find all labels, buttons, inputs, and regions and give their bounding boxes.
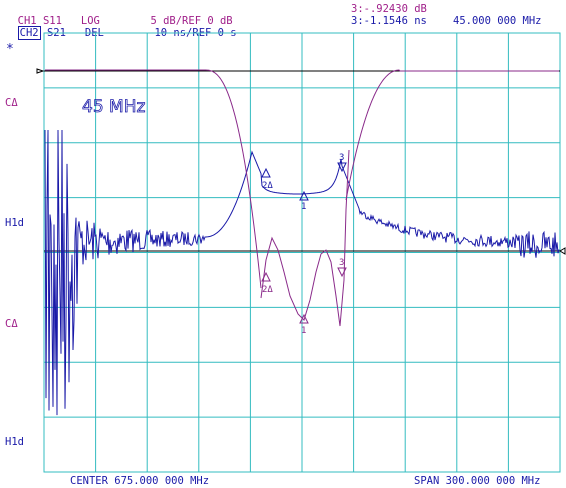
ch2-reference-arrow — [559, 247, 566, 255]
ch2-marker-readout: 3:-1.1546 ns — [351, 15, 427, 27]
ch1-header-line: CH1 S11 LOG 5 dB/REF 0 dB — [5, 3, 233, 27]
star-indicator: * — [6, 42, 14, 57]
marker-3-upper-icon — [337, 162, 347, 173]
ch1-ref: REF 0 dB — [182, 15, 233, 27]
marker-frequency: 45.000 000 MHz — [453, 15, 542, 27]
ch1-param: S11 — [42, 15, 62, 27]
ch1-correction-label-top: CΔ — [5, 97, 18, 109]
ch1-label[interactable]: CH1 — [17, 15, 37, 27]
graticule — [43, 32, 561, 473]
marker-1-upper-icon — [299, 190, 309, 201]
marker-1-lower-icon — [299, 313, 309, 324]
marker-2-lower-icon — [261, 271, 271, 282]
ch1-reference-arrow — [36, 68, 45, 74]
ch2-delay-trace — [44, 129, 560, 416]
annotation-45mhz: 45 MHz — [82, 97, 145, 117]
ch1-s11-trace-notch — [260, 149, 350, 327]
hold-label-top: H1d — [5, 217, 24, 229]
marker-3-lower-label: 3 — [339, 258, 344, 268]
ch2-correction-label-bottom: CΔ — [5, 318, 18, 330]
hold-label-bottom: H1d — [5, 436, 24, 448]
ch1-marker-readout: 3:-.92430 dB — [351, 3, 427, 15]
marker-1-upper-label: 1 — [301, 202, 306, 212]
span-frequency: SPAN 300.000 000 MHz — [414, 475, 541, 487]
marker-3-lower-icon — [337, 267, 347, 278]
center-frequency: CENTER 675.000 000 MHz — [70, 475, 210, 487]
ch1-markers — [261, 267, 347, 324]
ch1-scale: 5 dB/ — [150, 15, 183, 27]
ch2-markers — [261, 162, 347, 201]
marker-2-upper-icon — [261, 167, 271, 178]
marker-2-lower-label: 2Δ — [262, 285, 273, 295]
ch2-label[interactable]: CH2 — [17, 26, 41, 40]
marker-2-upper-label: 2Δ — [262, 181, 273, 191]
ch1-s11-trace-top — [45, 69, 559, 289]
ch1-format: LOG — [80, 15, 100, 27]
marker-1-lower-label: 1 — [301, 326, 306, 336]
marker-3-upper-label: 3 — [339, 153, 344, 163]
